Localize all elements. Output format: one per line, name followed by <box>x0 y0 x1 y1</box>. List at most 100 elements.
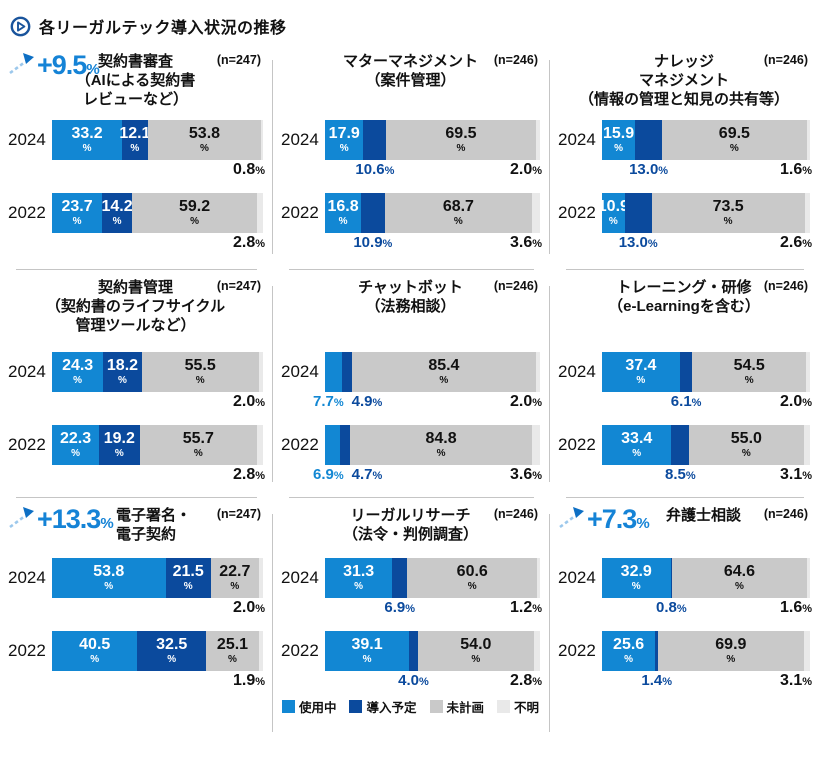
panel-title: ナレッジ マネジメント （情報の管理と知見の共有等） <box>579 50 789 109</box>
value-number: 84.8 <box>425 430 457 447</box>
percent-sign: % <box>104 581 114 592</box>
value-number: 54.5 <box>733 357 765 374</box>
in-use-below-label: 6.9% <box>313 466 344 483</box>
panel-header: マターマネジメント （案件管理） (n=246) <box>281 50 540 120</box>
segment-value-label: 10.9% <box>598 199 629 227</box>
percent-sign: % <box>230 581 240 592</box>
value-number: 37.4 <box>625 357 657 374</box>
segment-planned: 19.2% <box>99 425 140 465</box>
segment-in-use: 17.9% <box>325 120 364 160</box>
value-number: 2.0 <box>509 161 533 178</box>
segment-value-label: 21.5% <box>173 564 204 592</box>
bar-row: 2024 85.4% <box>281 352 540 392</box>
sample-size: (n=246) <box>493 53 538 67</box>
year-label: 2024 <box>8 362 46 381</box>
segment-not-planned: 64.6% <box>672 558 807 598</box>
segment-unknown <box>532 425 540 465</box>
bar-row: 2022 40.5% 32.5% 25.1% <box>8 631 263 671</box>
segment-unknown <box>535 352 540 392</box>
legend-swatch <box>429 700 443 713</box>
percent-sign: % <box>193 448 203 459</box>
segment-unknown <box>258 352 263 392</box>
value-number: 68.7 <box>442 198 474 215</box>
below-labels-pair: 6.9% 4.7% <box>313 466 382 483</box>
panel-title-line: チャットボット <box>358 279 463 296</box>
segment-unknown <box>535 120 540 160</box>
sample-size: (n=246) <box>763 507 808 521</box>
panel-title-line: 電子契約 <box>116 526 177 543</box>
segment-in-use: 39.1% <box>325 631 410 671</box>
segment-not-planned: 73.5% <box>651 193 805 233</box>
stacked-bar: 84.8% <box>325 425 540 465</box>
segment-value-label: 64.6% <box>724 564 755 592</box>
value-number: 14.2 <box>101 198 133 215</box>
unknown-value-label: 3.6% <box>510 466 542 484</box>
value-number: 69.5 <box>445 125 477 142</box>
value-number: 85.4 <box>428 357 460 374</box>
segment-value-label: 22.3% <box>60 431 91 459</box>
segment-not-planned: 69.5% <box>662 120 807 160</box>
panel-title: 電子署名・ 電子契約 <box>116 504 191 544</box>
segment-unknown <box>257 193 263 233</box>
percent-sign: % <box>339 143 349 154</box>
value-number: 2.0 <box>232 599 256 616</box>
below-bar-labels: 2.0% <box>52 598 265 619</box>
panel-title-line: （AIによる契約書 <box>75 72 196 89</box>
value-number: 2.8 <box>232 234 256 251</box>
sample-size: (n=247) <box>216 507 261 521</box>
bar-row: 2024 53.8% 21.5% 22.7% <box>8 558 263 598</box>
value-number: 17.9 <box>328 125 360 142</box>
segment-unknown <box>803 631 810 671</box>
unknown-value-label: 2.6% <box>780 234 812 252</box>
segment-planned <box>635 120 663 160</box>
segment-value-label: 84.8% <box>426 431 457 459</box>
delta-value: +7.3 <box>587 504 637 534</box>
year-label: 2024 <box>8 568 46 587</box>
segment-unknown <box>804 193 810 233</box>
bar-row: 2024 31.3% 60.6% <box>281 558 540 598</box>
bar-row: 2022 10.9% 73.5% <box>558 193 810 233</box>
segment-planned: 18.2% <box>103 352 142 392</box>
percent-sign: % <box>453 216 463 227</box>
stacked-bar: 33.2% 12.1% 53.8% <box>52 120 263 160</box>
sample-size: (n=246) <box>493 279 538 293</box>
segment-unknown <box>261 120 263 160</box>
segment-planned: 32.5% <box>137 631 207 671</box>
trend-up-arrow-icon <box>9 53 34 75</box>
panel-7: +13.3% 電子署名・ 電子契約 (n=247) 2024 53.8% 21.5% 22.7… <box>0 498 273 748</box>
below-bar-labels: 7.7% 4.9% 2.0% <box>313 392 542 413</box>
percent-sign: % <box>467 581 477 592</box>
percent-sign: % <box>362 654 372 665</box>
value-number: 22.3 <box>59 430 92 447</box>
year-label: 2022 <box>8 435 46 454</box>
value-number: 6.1 <box>670 393 692 410</box>
segment-in-use: 22.3% <box>52 425 100 465</box>
percent-sign: % <box>456 143 466 154</box>
legend-item: 導入予定 <box>349 697 417 716</box>
segment-not-planned: 59.2% <box>132 193 258 233</box>
segment-value-label: 68.7% <box>443 199 474 227</box>
stacked-bar: 10.9% 73.5% <box>598 193 810 233</box>
delta-percent-sign: % <box>86 61 100 78</box>
segment-value-label: 31.3% <box>343 564 374 592</box>
segment-not-planned: 68.7% <box>384 193 533 233</box>
percent-sign: % <box>624 654 634 665</box>
planned-below-label: 13.0% <box>619 234 658 251</box>
segment-value-label: 54.0% <box>460 637 491 665</box>
value-number: 16.8 <box>327 198 359 215</box>
percent-sign: % <box>90 654 100 665</box>
panel-title-line: トレーニング・研修 <box>616 279 752 296</box>
value-number: 4.7 <box>351 466 373 483</box>
segment-in-use <box>325 352 342 392</box>
value-number: 1.6 <box>779 599 803 616</box>
percent-sign: % <box>744 375 754 386</box>
percent-sign: % <box>802 238 812 250</box>
planned-below-label: 4.7% <box>352 466 383 483</box>
below-bar-labels: 0.8% <box>52 160 265 181</box>
value-number: 1.4 <box>641 672 663 689</box>
percent-sign: % <box>118 375 127 386</box>
legend-label: 未計画 <box>446 701 485 715</box>
segment-planned: 14.2% <box>101 193 133 233</box>
value-number: 3.1 <box>779 672 803 689</box>
percent-sign: % <box>372 470 383 482</box>
